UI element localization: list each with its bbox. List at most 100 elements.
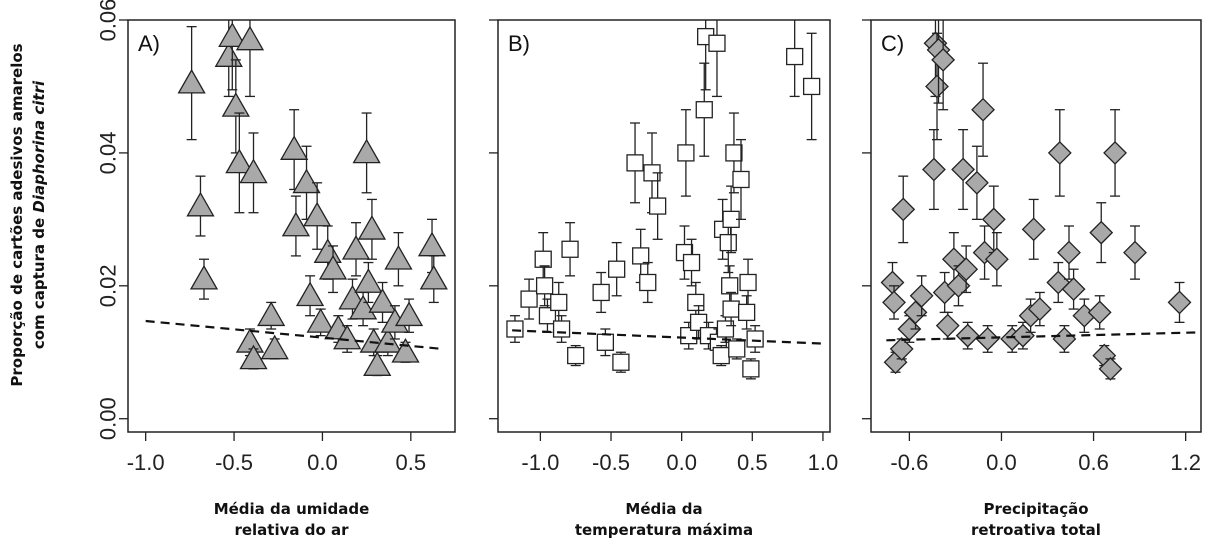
triangle-marker bbox=[295, 281, 325, 307]
triangle-marker bbox=[391, 337, 420, 363]
data-point bbox=[561, 222, 579, 277]
square-marker bbox=[719, 233, 737, 252]
x-tick-label: -1.0 bbox=[127, 450, 165, 475]
diamond-marker bbox=[1061, 277, 1086, 302]
data-point bbox=[186, 175, 215, 237]
data-point bbox=[1027, 291, 1052, 327]
triangle-marker bbox=[333, 324, 362, 350]
data-point bbox=[891, 175, 916, 244]
data-point bbox=[971, 62, 995, 157]
data-point bbox=[535, 265, 554, 307]
square-marker bbox=[742, 360, 760, 378]
diamond-marker bbox=[880, 270, 905, 295]
data-point bbox=[737, 295, 756, 330]
triangle-marker bbox=[354, 268, 383, 293]
diamond-marker bbox=[931, 47, 956, 72]
square-marker bbox=[520, 290, 538, 308]
data-point bbox=[318, 245, 348, 294]
data-point bbox=[964, 145, 989, 221]
diamond-marker bbox=[1087, 300, 1112, 325]
trend-line bbox=[512, 329, 823, 345]
x-tick-label: -0.5 bbox=[215, 450, 253, 475]
triangle-marker bbox=[318, 254, 348, 280]
square-marker bbox=[687, 293, 705, 312]
square-marker bbox=[596, 333, 615, 351]
square-marker bbox=[612, 353, 630, 371]
panel-2: -1.0 -0.5 0.0 0.5 1.0 B) Média da temperatura m… bbox=[489, 19, 838, 539]
data-point bbox=[608, 241, 626, 297]
diamond-marker bbox=[972, 240, 997, 265]
data-point bbox=[716, 315, 735, 343]
points-layer bbox=[880, 20, 1192, 381]
data-point bbox=[280, 109, 309, 191]
data-point bbox=[221, 59, 250, 154]
diamond-marker bbox=[984, 247, 1009, 272]
data-point bbox=[596, 328, 615, 357]
triangle-marker bbox=[352, 138, 381, 164]
data-point bbox=[648, 172, 667, 240]
data-point bbox=[932, 271, 957, 314]
data-point bbox=[520, 278, 538, 320]
triangle-marker bbox=[260, 334, 289, 360]
data-point bbox=[348, 291, 378, 327]
x-tick-label: 0.0 bbox=[666, 450, 697, 475]
triangle-marker bbox=[303, 201, 332, 227]
square-marker bbox=[506, 320, 524, 338]
triangle-marker bbox=[177, 68, 206, 94]
data-point bbox=[975, 325, 1000, 353]
diamond-marker bbox=[1103, 140, 1127, 165]
x-tick-label: -1.0 bbox=[521, 450, 559, 475]
diamond-marker bbox=[891, 197, 916, 222]
diamond-marker bbox=[925, 74, 949, 99]
x-tick-label: 0.0 bbox=[307, 450, 338, 475]
data-point bbox=[257, 301, 286, 330]
x-axis-label-line-1: Média da bbox=[625, 500, 702, 518]
square-marker bbox=[680, 326, 698, 345]
square-marker bbox=[725, 144, 743, 162]
data-point bbox=[1057, 225, 1081, 280]
trend-line bbox=[886, 331, 1201, 342]
y-axis-label-line-2: com captura de Diaphorina citri bbox=[30, 80, 48, 349]
x-tick-label: 0.6 bbox=[1078, 450, 1109, 475]
data-point bbox=[639, 261, 657, 304]
triangle-marker bbox=[292, 168, 321, 194]
data-point bbox=[567, 344, 585, 367]
square-marker bbox=[721, 277, 739, 295]
diamond-marker bbox=[1047, 140, 1072, 165]
triangle-marker bbox=[419, 264, 448, 290]
data-point bbox=[292, 145, 321, 221]
data-point bbox=[235, 20, 265, 98]
data-point bbox=[295, 275, 325, 317]
triangle-marker bbox=[239, 344, 268, 370]
data-point bbox=[189, 258, 219, 300]
y-axis-label: Proporção de cartões adesivos amarelos c… bbox=[8, 43, 48, 386]
diamond-marker bbox=[922, 157, 946, 182]
triangle-marker bbox=[280, 135, 309, 160]
square-marker bbox=[550, 293, 568, 312]
data-point bbox=[680, 321, 698, 350]
data-point bbox=[419, 255, 448, 304]
trend-line bbox=[145, 319, 443, 351]
triangle-marker bbox=[313, 238, 342, 263]
data-point bbox=[981, 185, 1006, 254]
diamond-marker bbox=[971, 97, 995, 122]
data-point bbox=[922, 128, 946, 211]
x-axis-label-line-2: temperatura máxima bbox=[575, 521, 753, 539]
data-point bbox=[682, 238, 701, 287]
diamond-marker bbox=[935, 313, 960, 338]
data-point bbox=[352, 112, 381, 194]
data-point bbox=[1167, 281, 1192, 324]
diamond-marker bbox=[951, 157, 976, 182]
diamond-marker bbox=[975, 327, 1000, 351]
data-point bbox=[909, 275, 934, 317]
data-point bbox=[677, 109, 695, 197]
triangle-marker bbox=[186, 191, 215, 217]
data-point bbox=[882, 285, 906, 320]
data-point bbox=[341, 222, 371, 277]
square-marker bbox=[632, 247, 650, 265]
x-axis-label-line-2: retroativa total bbox=[971, 521, 1101, 539]
data-point bbox=[721, 265, 739, 307]
points-layer bbox=[506, 20, 821, 380]
triangle-marker bbox=[417, 231, 447, 257]
data-point bbox=[951, 128, 976, 211]
